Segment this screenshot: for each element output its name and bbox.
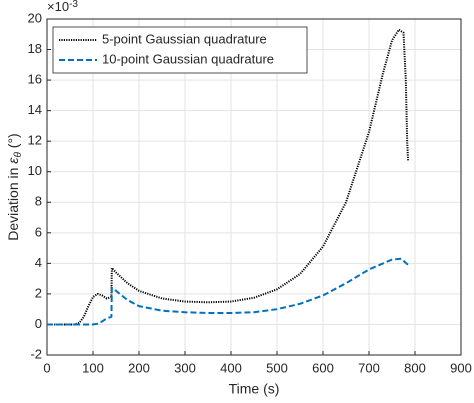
y-label-text: Deviation in — [5, 168, 21, 241]
series-line — [47, 28, 410, 326]
legend-label: 5-point Gaussian quadrature — [102, 31, 267, 46]
y-label-unit: (°) — [5, 133, 21, 148]
y-multiplier: ×10-3 — [47, 0, 78, 14]
y-tick-label: -2 — [30, 346, 42, 361]
y-tick-label: 4 — [35, 255, 42, 270]
x-tick-label: 900 — [450, 360, 472, 375]
plot-frame — [46, 18, 462, 356]
y-tick-label: 12 — [28, 133, 42, 148]
x-tick-label: 700 — [358, 360, 380, 375]
y-exponent: -3 — [69, 0, 78, 10]
y-multiplier-base: ×10 — [47, 0, 69, 14]
y-label-subscript: θ — [13, 152, 24, 158]
series-line — [47, 257, 409, 326]
legend-box — [52, 26, 308, 74]
x-axis-label: Time (s) — [229, 381, 280, 397]
y-tick-label: 20 — [28, 10, 42, 25]
x-tick-label: 800 — [404, 360, 426, 375]
y-label-symbol: ε — [5, 157, 21, 164]
y-tick-label: 2 — [35, 285, 42, 300]
x-tick-label: 0 — [43, 360, 50, 375]
y-tick-label: 6 — [35, 224, 42, 239]
y-tick-label: 16 — [28, 72, 42, 87]
x-tick-label: 500 — [266, 360, 288, 375]
legend-label: 10-point Gaussian quadrature — [102, 51, 274, 66]
x-tick-label: 400 — [220, 360, 242, 375]
y-tick-label: 0 — [35, 316, 42, 331]
y-tick-label: 18 — [28, 41, 42, 56]
y-tick-label: 14 — [28, 102, 42, 117]
y-axis-label: Deviation in εθ (°) — [5, 133, 25, 240]
x-tick-label: 200 — [128, 360, 150, 375]
y-tick-label: 10 — [28, 163, 42, 178]
y-tick-label: 8 — [35, 194, 42, 209]
x-tick-label: 600 — [312, 360, 334, 375]
x-tick-label: 100 — [82, 360, 104, 375]
x-tick-label: 300 — [174, 360, 196, 375]
